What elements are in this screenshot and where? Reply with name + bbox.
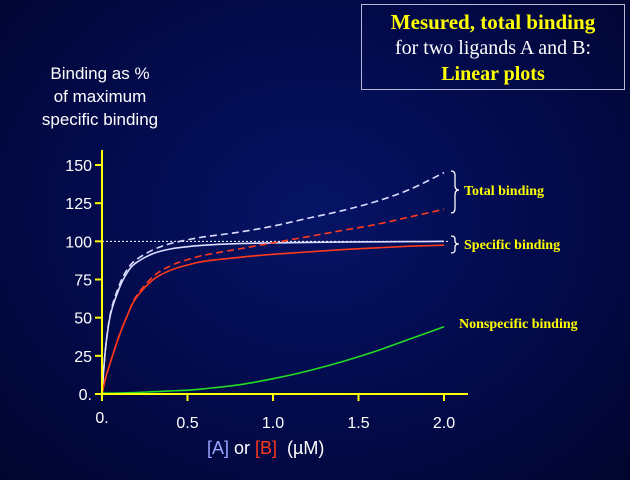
y-tick-label-25: 25 (74, 349, 92, 366)
specific-binding-label: Specific binding (464, 238, 560, 253)
annotation-layer: Total binding Specific binding Nonspecif… (450, 170, 578, 332)
x-tick-label-1-5: 1.5 (347, 415, 369, 432)
title-line-2: for two ligands A and B: (394, 37, 592, 59)
x-tick-label-0: 0. (95, 410, 108, 427)
series-line-a-specific (101, 240, 445, 395)
series-line-b-total (101, 208, 445, 395)
total-binding-label: Total binding (464, 184, 544, 199)
y-tick-label-150: 150 (65, 158, 92, 175)
nonspecific-binding-label: Nonspecific binding (459, 317, 578, 332)
x-axis-label: [A] or [B] (µM) (207, 438, 324, 459)
y-axis-label-line-2: of maximum (53, 87, 147, 106)
series-line-a-total (101, 171, 445, 395)
y-tick-label-75: 75 (74, 273, 92, 290)
y-axis-label: Binding as % of maximum specific binding (18, 62, 182, 131)
y-axis-label-line-3: specific binding (41, 110, 159, 129)
series-line-b-specific (101, 244, 445, 395)
series-layer (101, 171, 445, 395)
y-tick-label-100: 100 (65, 234, 92, 251)
axes-layer: 0. 25 50 75 100 125 150 0. 0.5 1.0 1.5 2.0 (65, 150, 468, 432)
x-axis-label-unit: (µM) (277, 438, 325, 458)
x-axis-label-b: [B] (255, 438, 278, 458)
specific-binding-brace (450, 235, 460, 254)
y-axis-label-line-1: Binding as % (50, 64, 150, 83)
y-tick-label-0: 0. (79, 387, 92, 404)
y-tick-label-125: 125 (65, 196, 92, 213)
x-axis-label-or: or (229, 438, 256, 458)
x-axis-label-a: [A] (207, 438, 230, 458)
series-line-nonspecific (102, 326, 445, 395)
x-tick-label-2: 2.0 (433, 415, 455, 432)
x-tick-label-1: 1.0 (262, 415, 284, 432)
total-binding-brace (450, 170, 460, 214)
y-tick-label-50: 50 (74, 311, 92, 328)
x-tick-label-0-5: 0.5 (176, 415, 198, 432)
title-line-3: Linear plots (441, 63, 545, 85)
title-line-1: Mesured, total binding (390, 10, 596, 34)
title-box: Mesured, total binding for two ligands A… (361, 4, 625, 90)
